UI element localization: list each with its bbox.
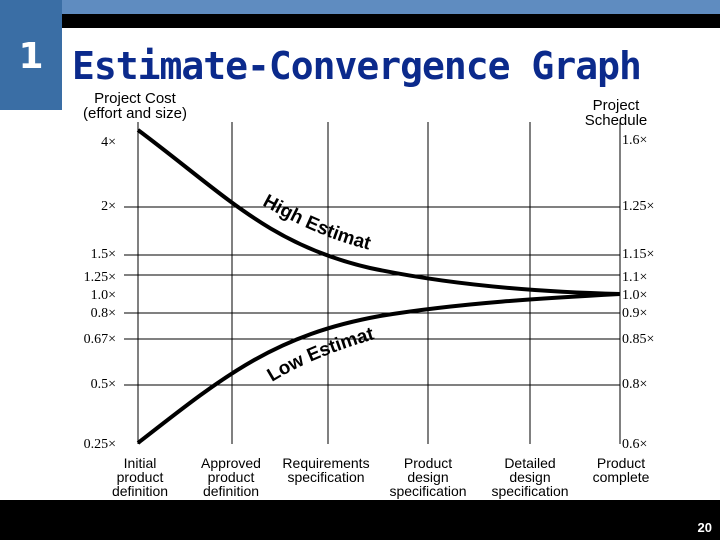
x-category-1-line-3: definition [111,483,169,499]
right-tick-3: 1.15× [622,247,655,262]
x-category-1-line-1: Initial [123,455,157,471]
right-tick-6: 0.9× [622,306,648,321]
page-title: Estimate-Convergence Graph [72,44,642,88]
grid [124,122,621,444]
x-category-5: Detailed design specification [475,456,585,498]
left-axis-label-line-2: (effort and size) [83,105,187,122]
x-category-5-line-1: Detailed [504,455,556,471]
left-axis-label: Project Cost (effort and size) [70,91,200,121]
left-tick-8: 0.5× [90,377,116,392]
x-category-3-line-2: specification [287,469,365,485]
low-estimate-label: Low Estimate [0,0,377,386]
x-category-6: Product complete [566,456,676,484]
header-band-dark [62,14,720,28]
footer-bar [0,500,720,540]
right-tick-8: 0.8× [622,377,648,392]
header-band-light [62,0,720,14]
left-tick-3: 1.5× [90,247,116,262]
x-category-6-line-1: Product [596,455,646,471]
x-category-2-line-3: definition [202,483,260,499]
high-estimate-label-text: High Estimate [0,0,374,255]
left-tick-7: 0.67× [83,332,116,347]
x-category-1: Initial product definition [85,456,195,498]
slide-number-block [0,0,62,110]
x-category-5-line-3: specification [491,483,569,499]
left-tick-5: 1.0× [90,288,116,303]
right-axis-label-line-2: Schedule [584,112,648,129]
x-category-1-line-2: product [116,469,164,485]
right-tick-7: 0.85× [622,332,655,347]
x-category-2-line-1: Approved [201,455,261,471]
low-estimate-label-text: Low Estimate [0,0,377,386]
x-category-6-line-2: complete [592,469,650,485]
left-tick-4: 1.25× [83,270,116,285]
left-axis-label-line-1: Project Cost [94,90,176,107]
high-estimate-curve [136,128,621,296]
x-category-2-line-2: product [207,469,255,485]
right-axis-label-line-1: Project [592,97,640,114]
right-tick-4: 1.1× [622,270,648,285]
x-category-2: Approved product definition [176,456,286,498]
left-tick-6: 0.8× [90,306,116,321]
right-tick-2: 1.25× [622,199,655,214]
x-category-4-line-2: design [407,469,449,485]
x-category-3: Requirements specification [271,456,381,484]
left-tick-9: 0.25× [83,437,116,452]
left-tick-2: 2× [101,199,116,214]
right-tick-9: 0.6× [622,437,648,452]
slide-number: 1 [18,36,44,77]
x-category-4-line-1: Product [403,455,453,471]
x-category-4-line-3: specification [389,483,467,499]
right-tick-5: 1.0× [622,288,648,303]
x-category-3-line-1: Requirements [282,455,370,471]
right-tick-1: 1.6× [622,133,648,148]
right-axis-label: Project Schedule [570,98,662,128]
x-category-4: Product design specification [373,456,483,498]
low-estimate-curve [136,292,621,445]
high-estimate-label: High Estimate [0,0,374,255]
page-number: 20 [697,520,712,535]
x-category-5-line-2: design [509,469,551,485]
left-tick-1: 4× [101,135,116,150]
